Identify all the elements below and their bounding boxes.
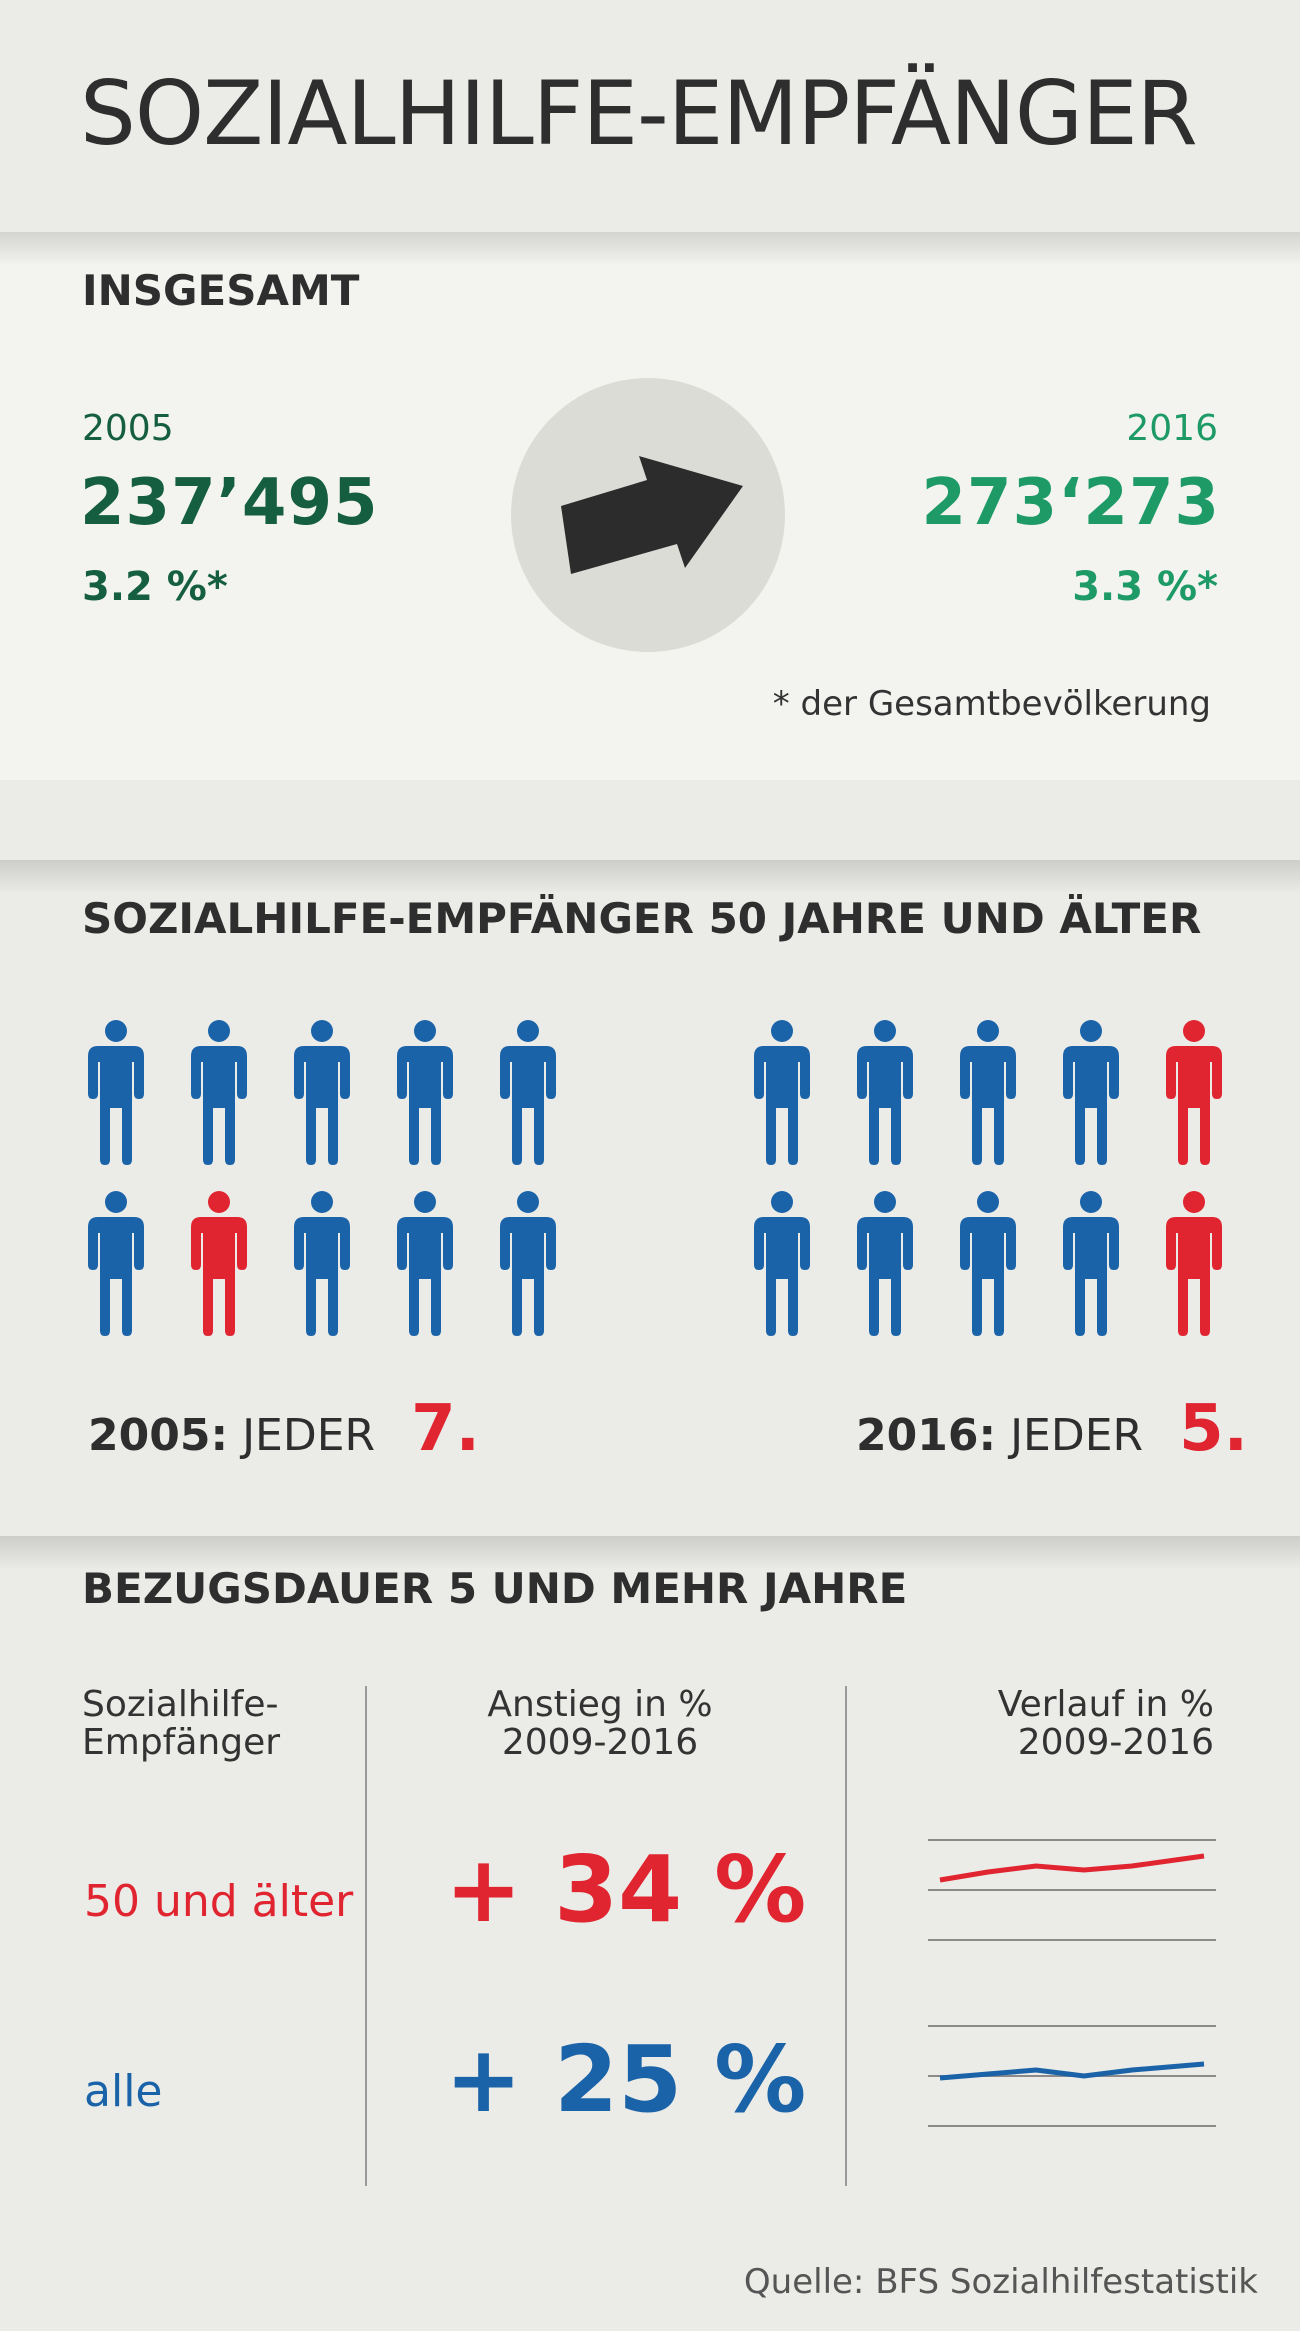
row-label-all: alle <box>84 2066 163 2117</box>
person-icon <box>500 1020 556 1165</box>
caption-2016-year: 2016: <box>856 1410 997 1461</box>
caption-2016: 2016: JEDER 5. <box>856 1392 1248 1466</box>
sparkline-line-all <box>939 2061 1205 2081</box>
column-header-group-line2: Empfänger <box>82 1722 281 1763</box>
person-icon <box>960 1191 1016 1336</box>
caption-2005-label: JEDER <box>242 1410 376 1461</box>
row-value-50-plus: + 34 % <box>445 1836 807 1943</box>
total-section: INSGESAMT 2005 237’495 3.2 %* 2016 273‘2… <box>0 232 1300 780</box>
row-label-50-plus: 50 und älter <box>84 1876 354 1927</box>
sparkline-50-plus <box>928 1839 1216 1941</box>
trend-indicator <box>511 378 785 652</box>
person-icon <box>88 1020 144 1165</box>
percent-2005: 3.2 %* <box>82 564 228 610</box>
total-heading: INSGESAMT <box>82 266 360 315</box>
person-icon-highlighted <box>1166 1191 1222 1336</box>
count-2016: 273‘273 <box>921 466 1220 540</box>
row-value-all: + 25 % <box>445 2026 807 2133</box>
column-header-trend: Verlauf in % 2009-2016 <box>998 1686 1214 1762</box>
person-icon <box>1063 1191 1119 1336</box>
caption-2005-number: 7. <box>411 1392 480 1466</box>
section-shadow <box>0 860 1300 894</box>
person-icon-grid <box>88 1020 1222 1336</box>
person-icon <box>1063 1020 1119 1165</box>
section-shadow <box>0 232 1300 266</box>
column-header-group: Sozialhilfe- Empfänger <box>82 1686 280 1762</box>
section-shadow <box>0 1536 1300 1570</box>
column-divider <box>845 1686 847 2186</box>
person-icon <box>397 1191 453 1336</box>
caption-2005: 2005: JEDER 7. <box>88 1392 480 1466</box>
person-icon <box>500 1191 556 1336</box>
column-divider <box>365 1686 367 2186</box>
count-2005: 237’495 <box>80 466 379 540</box>
person-icon <box>294 1020 350 1165</box>
duration-heading: BEZUGSDAUER 5 UND MEHR JAHRE <box>82 1564 908 1613</box>
person-icon <box>754 1020 810 1165</box>
column-header-group-line1: Sozialhilfe- <box>82 1684 279 1725</box>
caption-2016-number: 5. <box>1179 1392 1248 1466</box>
column-header-increase: Anstieg in % 2009-2016 <box>420 1686 780 1762</box>
person-icon <box>960 1020 1016 1165</box>
year-2005-label: 2005 <box>82 408 174 449</box>
column-header-increase-line2: 2009-2016 <box>501 1722 699 1763</box>
duration-section: BEZUGSDAUER 5 UND MEHR JAHRE Sozialhilfe… <box>0 1536 1300 2331</box>
column-header-increase-line1: Anstieg in % <box>487 1684 713 1725</box>
person-icon <box>857 1020 913 1165</box>
footnote: * der Gesamtbevölkerung <box>772 684 1211 724</box>
spacer <box>0 780 1300 860</box>
arrow-up-right-icon <box>561 456 743 574</box>
person-icon <box>754 1191 810 1336</box>
year-2016-label: 2016 <box>1126 408 1218 449</box>
caption-2005-year: 2005: <box>88 1410 229 1461</box>
column-header-trend-line2: 2009-2016 <box>1017 1722 1214 1763</box>
person-icon <box>857 1191 913 1336</box>
page-title: SOZIALHILFE-EMPFÄNGER <box>80 62 1198 165</box>
person-icon-highlighted <box>1166 1020 1222 1165</box>
caption-2016-label: JEDER <box>1010 1410 1144 1461</box>
person-icon <box>397 1020 453 1165</box>
percent-2016: 3.3 %* <box>1072 564 1218 610</box>
source-note: Quelle: BFS Sozialhilfestatistik <box>743 2262 1258 2302</box>
header: SOZIALHILFE-EMPFÄNGER <box>0 0 1300 232</box>
sparkline-all <box>928 2025 1216 2127</box>
person-icon <box>294 1191 350 1336</box>
person-icon-highlighted <box>191 1191 247 1336</box>
column-header-trend-line1: Verlauf in % <box>997 1684 1214 1725</box>
person-icon <box>88 1191 144 1336</box>
older-heading: SOZIALHILFE-EMPFÄNGER 50 JAHRE UND ÄLTER <box>82 894 1202 943</box>
older-section: SOZIALHILFE-EMPFÄNGER 50 JAHRE UND ÄLTER… <box>0 860 1300 1536</box>
sparkline-line-50-plus <box>939 1853 1205 1883</box>
person-icon <box>191 1020 247 1165</box>
